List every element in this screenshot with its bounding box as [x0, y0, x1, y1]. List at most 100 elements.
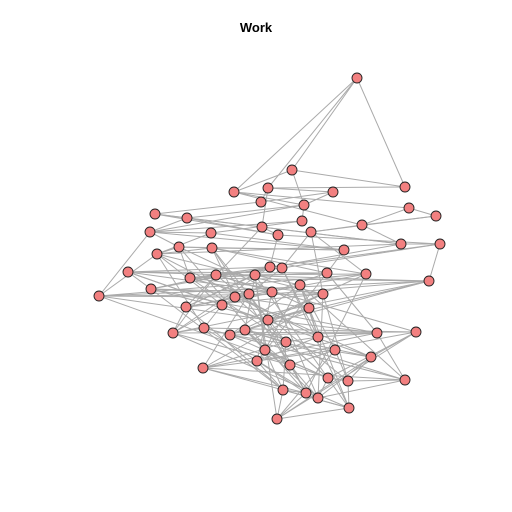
graph-node — [197, 362, 209, 374]
graph-edge — [215, 274, 417, 333]
graph-edge — [356, 77, 406, 188]
plot-title: Work — [239, 20, 273, 35]
graph-edge — [347, 379, 406, 382]
graph-edge — [210, 220, 303, 234]
graph-node — [298, 199, 310, 211]
graph-edge — [185, 306, 284, 391]
graph-node — [277, 384, 289, 396]
graph-edge — [428, 243, 441, 282]
graph-edge — [244, 329, 287, 343]
graph-edge — [233, 191, 305, 206]
graph-edge — [233, 169, 293, 193]
graph-edge — [281, 231, 312, 269]
graph-node — [365, 351, 377, 363]
graph-node — [399, 374, 411, 386]
graph-edge — [149, 231, 345, 251]
graph-edge — [317, 293, 324, 399]
graph-node — [266, 286, 278, 298]
graph-edge — [291, 169, 305, 206]
graph-edge — [267, 187, 334, 193]
graph-node — [312, 392, 324, 404]
graph-edge — [248, 293, 291, 366]
graph-node — [180, 301, 192, 313]
graph-node — [145, 283, 157, 295]
graph-node — [216, 299, 228, 311]
graph-edge — [291, 169, 406, 188]
graph-edge — [233, 191, 410, 209]
graph-node — [342, 375, 354, 387]
graph-node — [93, 290, 105, 302]
graph-edge — [269, 234, 279, 268]
graph-node — [430, 210, 442, 222]
graph-edge — [269, 243, 441, 268]
graph-node — [262, 182, 274, 194]
graph-node — [296, 215, 308, 227]
graph-edge — [127, 271, 430, 282]
graph-edge — [233, 77, 358, 193]
graph-node — [251, 355, 263, 367]
graph-edge — [261, 187, 269, 228]
graph-edge — [202, 367, 350, 409]
graph-edge — [256, 360, 307, 394]
graph-edge — [233, 191, 363, 226]
graph-node — [305, 226, 317, 238]
graph-edge — [202, 367, 307, 394]
graph-node — [403, 202, 415, 214]
graph-edge — [154, 201, 262, 215]
graph-node — [272, 229, 284, 241]
graph-edge — [186, 204, 305, 219]
graph-edge — [291, 77, 358, 171]
graph-edge — [156, 232, 212, 255]
graph-node — [303, 302, 315, 314]
graph-edge — [202, 367, 406, 381]
graph-edge — [276, 407, 350, 420]
graph-node — [210, 269, 222, 281]
edge-layer — [98, 77, 441, 420]
graph-node — [280, 336, 292, 348]
graph-edge — [211, 247, 328, 274]
graph-edge — [334, 349, 349, 382]
graph-edge — [271, 291, 319, 399]
graph-node — [144, 226, 156, 238]
graph-edge — [310, 231, 324, 295]
graph-node — [228, 186, 240, 198]
graph-edge — [244, 280, 430, 331]
graph-node — [312, 331, 324, 343]
graph-node — [360, 268, 372, 280]
graph-node — [356, 219, 368, 231]
graph-node — [284, 359, 296, 371]
graph-edge — [229, 273, 367, 336]
graph-node — [286, 164, 298, 176]
graph-node — [249, 269, 261, 281]
graph-edge — [172, 304, 223, 334]
graph-node — [327, 186, 339, 198]
graph-node — [184, 272, 196, 284]
graph-edge — [149, 217, 188, 233]
graph-edge — [203, 327, 406, 381]
graph-node — [338, 244, 350, 256]
graph-edge — [172, 274, 217, 334]
graph-edge — [326, 272, 378, 334]
graph-edge — [127, 271, 328, 274]
graph-edge — [254, 274, 301, 286]
graph-edge — [234, 296, 372, 358]
graph-edge — [156, 247, 213, 255]
graph-edge — [264, 349, 329, 379]
graph-edge — [289, 349, 336, 366]
graph-edge — [276, 331, 417, 420]
graph-edge — [156, 243, 402, 255]
graph-edge — [202, 293, 250, 369]
graph-edge — [229, 332, 378, 336]
graph-node — [206, 242, 218, 254]
graph-edge — [178, 246, 213, 249]
graph-node — [259, 344, 271, 356]
graph-edge — [185, 226, 263, 308]
graph-node — [262, 314, 274, 326]
graph-edge — [215, 273, 367, 276]
graph-edge — [361, 224, 402, 245]
graph-node — [371, 327, 383, 339]
graph-node — [276, 262, 288, 274]
graph-edge — [185, 274, 256, 308]
graph-edge — [267, 77, 358, 189]
